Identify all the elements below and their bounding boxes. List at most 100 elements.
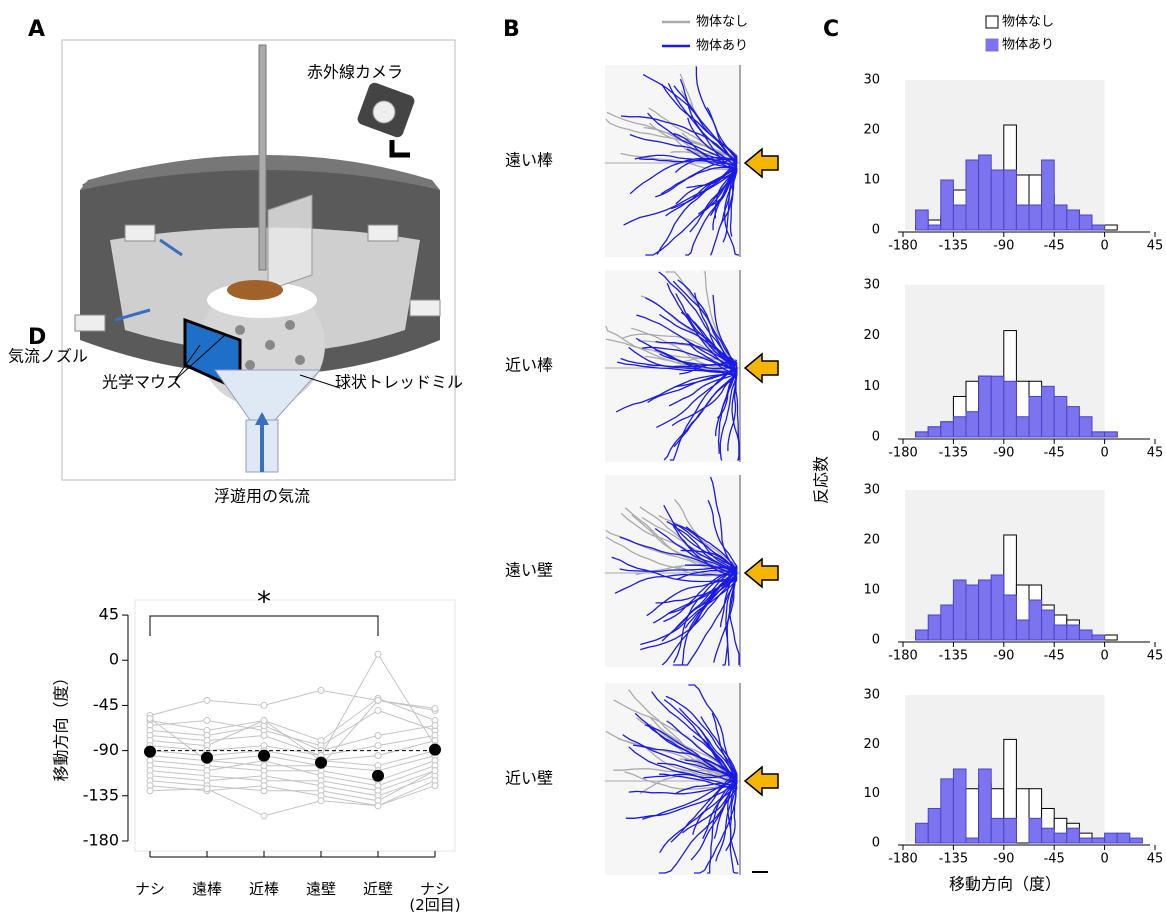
y-tick-label: 10 — [863, 786, 880, 801]
mean-point — [258, 750, 270, 762]
individual-point — [261, 763, 267, 769]
histogram-bar — [1079, 417, 1092, 437]
y-tick-label: 20 — [863, 533, 880, 548]
histogram-bar — [1105, 432, 1118, 437]
x-tick-label: -90 — [993, 852, 1014, 867]
histogram-bar — [1054, 833, 1067, 843]
x-tick-label: 45 — [1147, 649, 1164, 664]
panel-label: D — [28, 325, 46, 350]
x-tick-label: 45 — [1147, 446, 1164, 461]
x-tick-label: 45 — [1147, 239, 1164, 254]
histogram-bar — [941, 605, 954, 640]
y-tick-label: -180 — [83, 830, 119, 849]
histogram-bar — [1004, 818, 1017, 843]
mean-point — [372, 770, 384, 782]
x-axis-label: 移動方向（度） — [949, 875, 1061, 894]
individual-point — [318, 687, 324, 693]
y-tick-label: 30 — [863, 688, 880, 703]
x-tick-label: -135 — [939, 446, 969, 461]
histogram-bar — [1092, 635, 1105, 640]
histogram-bar — [928, 808, 941, 843]
x-tick-label: -180 — [888, 852, 918, 867]
histogram-bar — [1042, 160, 1055, 230]
stimulus-arrow — [745, 149, 778, 177]
y-tick-label: 10 — [863, 583, 880, 598]
x-tick-label: -135 — [939, 239, 969, 254]
y-tick-label: 45 — [99, 605, 119, 624]
histogram-bar — [991, 376, 1004, 437]
figure: 赤外線カメラ 気流ノズル 光学マウス 球状トレッドミル 浮遊用の気流 A B C… — [0, 0, 1166, 916]
histogram-bar — [1067, 625, 1080, 640]
histogram-bar — [1130, 838, 1143, 843]
mean-point — [315, 757, 327, 769]
y-axis-label: 移動方向（度） — [52, 669, 71, 781]
individual-point — [147, 788, 153, 794]
individual-line — [150, 786, 435, 816]
significance-label: * — [257, 585, 271, 618]
histogram-bar — [916, 432, 929, 437]
row-label: 近い壁 — [505, 769, 553, 788]
histogram-bar — [1067, 210, 1080, 230]
y-tick-label: -135 — [83, 785, 119, 804]
individual-point — [147, 715, 153, 721]
histogram-bar — [916, 630, 929, 640]
individual-line — [150, 751, 435, 766]
y-axis-label: 反応数 — [812, 456, 831, 504]
y-tick-label: 0 — [872, 223, 880, 238]
histogram-bar — [1029, 396, 1042, 437]
panel-label: A — [28, 17, 45, 42]
x-tick-label: 0 — [1100, 446, 1108, 461]
histogram-bar — [991, 818, 1004, 843]
x-tick-label: -45 — [1044, 852, 1065, 867]
plot-frame — [135, 600, 455, 851]
histogram-bar — [1016, 417, 1029, 437]
mean-point — [201, 752, 213, 764]
x-tick-label: -45 — [1044, 649, 1065, 664]
panel-label: C — [823, 17, 839, 42]
x-tick-label: -90 — [993, 239, 1014, 254]
histogram-bar — [928, 427, 941, 437]
histogram-bar — [916, 823, 929, 843]
y-tick-label: -45 — [93, 695, 119, 714]
histogram-bar — [941, 180, 954, 230]
individual-point — [261, 813, 267, 819]
row-label: 近い棒 — [505, 356, 553, 375]
legend-label: 物体なし — [696, 15, 748, 30]
histogram-bar — [966, 585, 979, 640]
legend-label: 物体なし — [1002, 15, 1054, 30]
individual-point — [204, 786, 210, 792]
histogram-bar — [1016, 620, 1029, 640]
y-tick-label: 10 — [863, 173, 880, 188]
individual-point — [375, 743, 381, 749]
individual-point — [432, 705, 438, 711]
individual-point — [261, 773, 267, 779]
histogram-bar — [1105, 635, 1118, 640]
y-tick-label: 20 — [863, 123, 880, 138]
x-tick-label: ナシ (2回目) — [400, 881, 470, 913]
histogram-bar — [1092, 838, 1105, 843]
histogram-bar — [1054, 625, 1067, 640]
x-tick-label: -180 — [888, 649, 918, 664]
histogram-bar — [966, 789, 979, 843]
individual-point — [432, 783, 438, 789]
x-tick-label: 0 — [1100, 239, 1108, 254]
histogram-bar — [928, 615, 941, 640]
histogram-bar — [1042, 610, 1055, 640]
y-tick-label: 30 — [863, 278, 880, 293]
y-tick-label: 20 — [863, 328, 880, 343]
stimulus-arrow — [745, 354, 778, 382]
histogram-bar — [928, 225, 941, 230]
individual-point — [318, 798, 324, 804]
histogram-bar — [1092, 432, 1105, 437]
histogram-bar — [1004, 170, 1017, 230]
x-tick-label: 0 — [1100, 852, 1108, 867]
airflow-label: 浮遊用の気流 — [214, 487, 310, 506]
histogram-bar — [1079, 630, 1092, 640]
histogram-bar — [979, 769, 992, 843]
legend-label: 物体あり — [696, 39, 748, 54]
histogram-bar — [1004, 381, 1017, 437]
individual-point — [432, 723, 438, 729]
individual-point — [261, 733, 267, 739]
histogram-bar — [1042, 386, 1055, 437]
histogram-bar — [1016, 789, 1029, 843]
